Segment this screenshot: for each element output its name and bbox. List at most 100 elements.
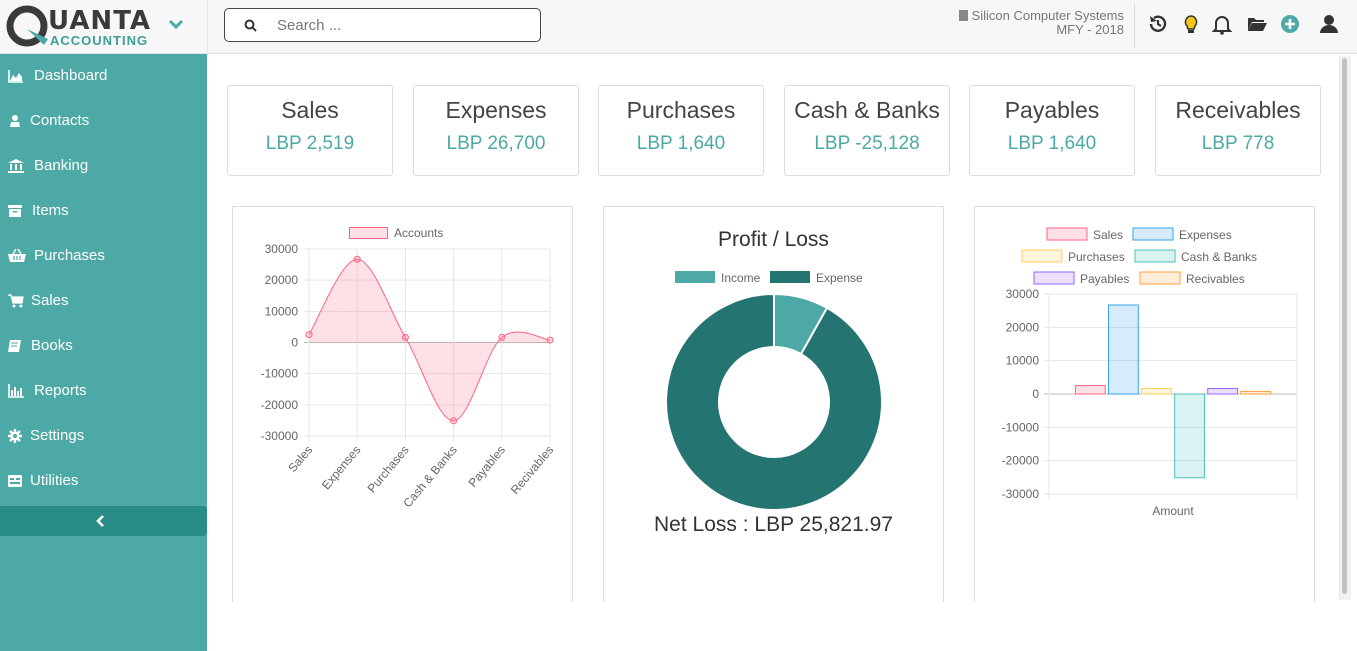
y-tick-label: -10000 <box>1002 420 1040 434</box>
area-chart-icon <box>8 70 23 83</box>
sidebar-item-dashboard[interactable]: Dashboard <box>0 54 207 98</box>
folder-open-icon[interactable] <box>1246 13 1268 35</box>
sidebar-item-label: Books <box>31 337 73 354</box>
building-icon <box>958 10 968 21</box>
y-tick-label: -10000 <box>261 367 299 381</box>
chart-legend[interactable]: Accounts <box>349 226 443 240</box>
chart-title: Profit / Loss <box>718 228 829 251</box>
card-title: Purchases <box>626 97 736 123</box>
search-icon <box>244 19 257 32</box>
logo-area: UANTA ACCOUNTING <box>0 0 208 54</box>
bell-icon[interactable] <box>1211 13 1233 35</box>
archive-icon <box>8 205 22 217</box>
logo-q-icon <box>6 5 48 47</box>
legend-label: Accounts <box>394 226 444 240</box>
sidebar-item-books[interactable]: Books <box>0 324 207 368</box>
fiscal-year: MFY - 2018 <box>1056 22 1124 37</box>
x-tick-label: Recivables <box>508 443 556 497</box>
summary-card-payables[interactable]: Payables LBP 1,640 <box>969 85 1135 176</box>
sidebar-item-label: Utilities <box>30 472 79 489</box>
legend-swatch <box>1134 249 1176 263</box>
card-title: Sales <box>281 97 339 123</box>
chevron-left-icon <box>96 515 104 527</box>
gear-icon <box>8 429 22 443</box>
series-area-fill <box>309 259 550 421</box>
sidebar-item-sales[interactable]: Sales <box>0 279 207 323</box>
card-value: LBP 2,519 <box>265 133 355 154</box>
x-tick-label: Sales <box>285 443 315 475</box>
company-name: Silicon Computer Systems <box>971 8 1124 23</box>
top-bar: UANTA ACCOUNTING Silicon Computer System… <box>0 0 1357 54</box>
card-value: LBP -25,128 <box>814 133 920 154</box>
history-icon[interactable] <box>1147 13 1169 35</box>
sidebar-item-contacts[interactable]: Contacts <box>0 99 207 143</box>
profit-loss-panel: Profit / Loss Income Expense Net Loss : LBP… <box>603 206 944 602</box>
y-tick-label: 20000 <box>265 273 299 287</box>
card-value: LBP 778 <box>1201 133 1275 154</box>
sidebar-collapse-button[interactable] <box>0 506 207 536</box>
card-title: Cash & Banks <box>794 97 940 123</box>
company-info: Silicon Computer Systems MFY - 2018 <box>958 8 1124 37</box>
summary-card-sales[interactable]: Sales LBP 2,519 <box>227 85 393 176</box>
header-divider <box>1134 4 1135 48</box>
summary-card-cash-banks[interactable]: Cash & Banks LBP -25,128 <box>784 85 950 176</box>
search-box[interactable] <box>224 8 541 42</box>
sidebar-item-banking[interactable]: Banking <box>0 144 207 188</box>
sidebar-item-purchases[interactable]: Purchases <box>0 234 207 278</box>
bank-icon <box>8 159 24 173</box>
sidebar-item-items[interactable]: Items <box>0 189 207 233</box>
legend-label: Sales <box>1093 228 1123 242</box>
amount-bar-chart-panel: Sales Expenses Purchases Cash & Banks Payabl… <box>974 206 1315 602</box>
legend-swatch <box>1139 271 1181 285</box>
card-value: LBP 1,640 <box>636 133 726 154</box>
y-tick-label: -20000 <box>1002 454 1040 468</box>
sidebar-item-label: Settings <box>30 427 85 444</box>
sidebar-item-label: Items <box>32 202 69 219</box>
plus-circle-icon[interactable] <box>1279 13 1301 35</box>
legend-label: Income <box>721 271 761 285</box>
bar <box>1141 388 1172 395</box>
sidebar: Dashboard Contacts Banking Items Purchas… <box>0 54 207 651</box>
sidebar-item-settings[interactable]: Settings <box>0 414 207 458</box>
user-icon[interactable] <box>1318 13 1340 35</box>
sidebar-item-reports[interactable]: Reports <box>0 369 207 413</box>
lightbulb-icon[interactable] <box>1180 13 1202 35</box>
x-tick-label: Expenses <box>319 443 364 492</box>
card-title: Payables <box>1004 97 1100 123</box>
legend-label: Expense <box>816 271 863 285</box>
page-scrollbar[interactable] <box>1339 56 1351 600</box>
bar-chart-icon <box>8 384 24 398</box>
bar <box>1108 304 1139 395</box>
y-tick-label: -20000 <box>261 398 299 412</box>
contacts-icon <box>10 115 20 127</box>
x-tick-label: Purchases <box>365 443 412 495</box>
scrollbar-thumb[interactable] <box>1342 58 1347 594</box>
series-line <box>308 258 551 422</box>
summary-card-purchases[interactable]: Purchases LBP 1,640 <box>598 85 764 176</box>
sidebar-item-label: Banking <box>34 157 89 174</box>
y-tick-label: 20000 <box>1006 320 1040 334</box>
utilities-icon <box>8 475 22 487</box>
summary-card-expenses[interactable]: Expenses LBP 26,700 <box>413 85 579 176</box>
card-value: LBP 26,700 <box>446 133 546 154</box>
y-tick-label: -30000 <box>261 429 299 443</box>
bar <box>1207 388 1238 395</box>
book-icon <box>8 340 21 352</box>
cart-icon <box>8 294 24 308</box>
legend-swatch <box>1046 227 1088 241</box>
legend-label: Cash & Banks <box>1181 250 1257 264</box>
y-tick-label: 30000 <box>1006 287 1040 301</box>
card-title: Expenses <box>445 97 547 123</box>
net-loss-label: Net Loss : LBP 25,821.97 <box>654 513 893 536</box>
bar <box>1074 385 1106 395</box>
chevron-down-icon[interactable] <box>166 14 186 34</box>
summary-card-receivables[interactable]: Receivables LBP 778 <box>1155 85 1321 176</box>
data-point <box>546 336 554 344</box>
basket-icon <box>8 249 26 262</box>
doughnut-slice <box>665 292 883 511</box>
sidebar-item-utilities[interactable]: Utilities <box>0 459 207 503</box>
legend-label: Expenses <box>1179 228 1232 242</box>
profit-loss-doughnut-chart: Profit / Loss Income Expense Net Loss : LBP… <box>654 228 893 536</box>
search-input[interactable] <box>277 15 527 35</box>
